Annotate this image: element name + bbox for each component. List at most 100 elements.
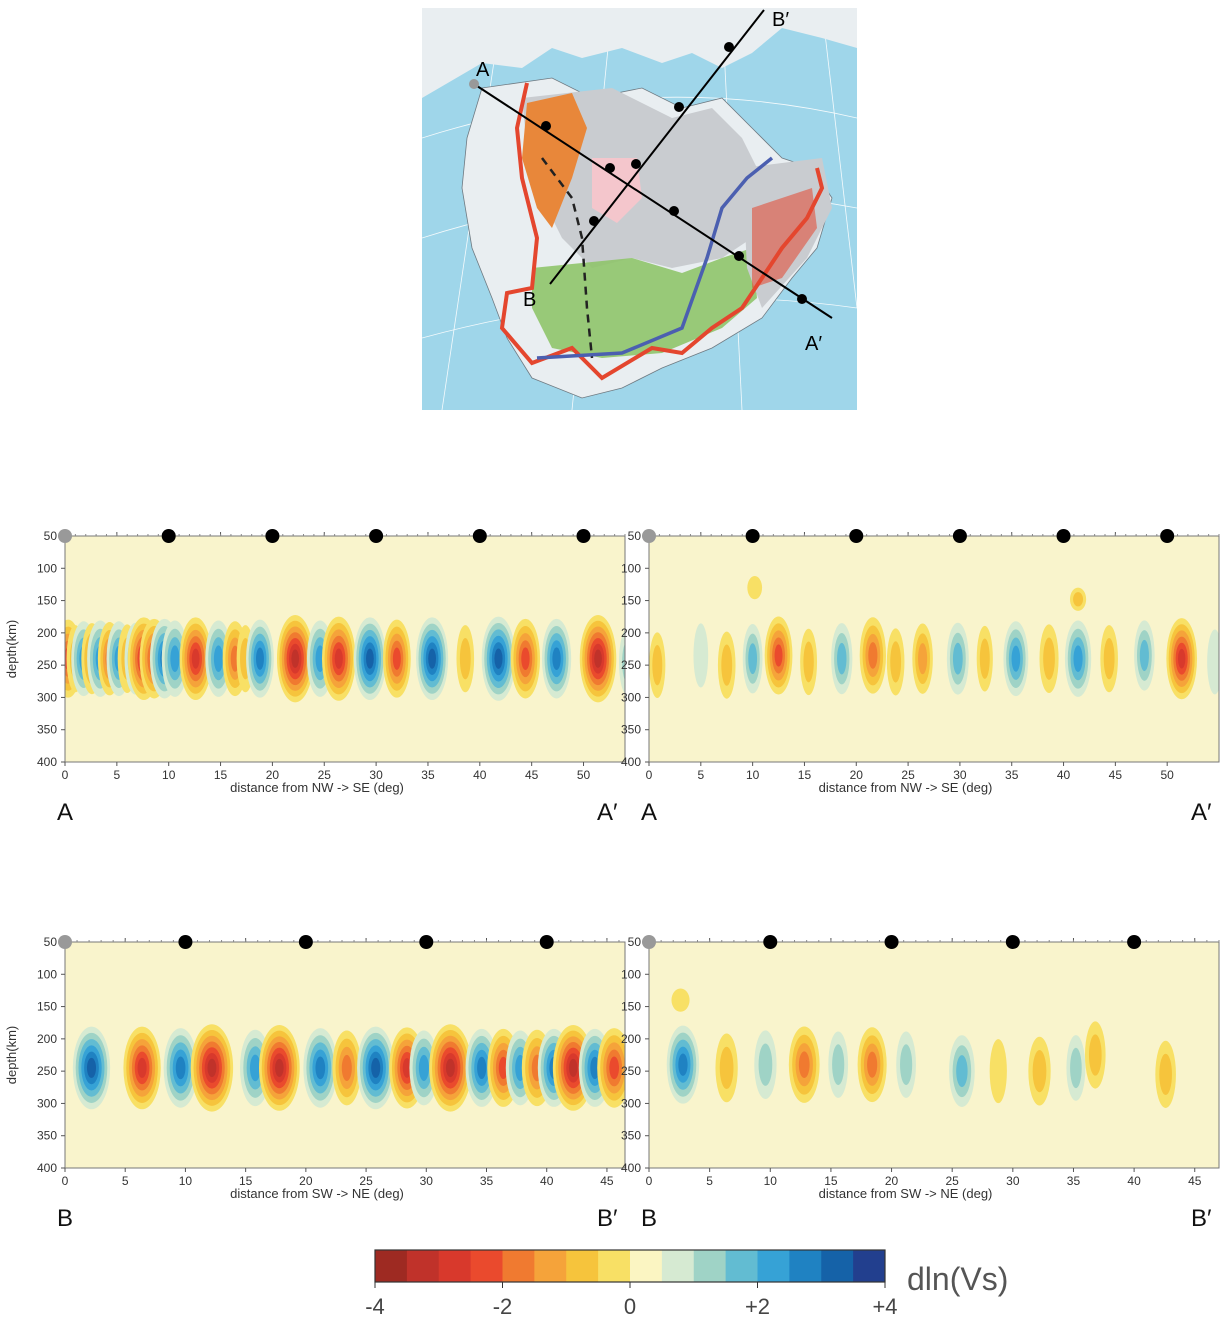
anomaly-contour <box>918 643 928 675</box>
section-panel-b-left: 0 5 10 15 20 25 30 35 40 45 50 100 150 200 250 300 350 40… <box>0 926 630 1232</box>
anomaly-blob <box>179 617 212 701</box>
profile-start-marker <box>642 529 656 543</box>
y-tick-label: 50 <box>44 935 58 949</box>
anomaly-blob <box>321 616 356 701</box>
x-tick-label: 20 <box>885 1174 899 1188</box>
colorbar-swatch <box>789 1250 822 1282</box>
anomaly-blob <box>163 1028 198 1108</box>
colorbar-swatch <box>566 1250 599 1282</box>
anomaly-contour <box>956 1055 968 1088</box>
x-tick-label: 0 <box>646 1174 653 1188</box>
profile-marker <box>745 529 760 543</box>
x-tick-label: 30 <box>369 768 383 782</box>
anomaly-contour <box>459 638 471 680</box>
colorbar-swatch <box>757 1250 790 1282</box>
anomaly-contour <box>418 1054 429 1081</box>
anomaly-blob <box>754 1030 777 1100</box>
anomaly-blob <box>597 1028 625 1108</box>
x-tick-label: 15 <box>214 768 228 782</box>
anomaly-contour <box>291 649 300 668</box>
anomaly-contour <box>622 643 625 681</box>
anomaly-contour <box>1207 629 1219 695</box>
plot-frame <box>648 941 1220 1169</box>
anomaly-blob <box>912 623 933 694</box>
x-tick-label: 35 <box>1005 768 1019 782</box>
section-start-label: B <box>641 1205 657 1232</box>
y-tick-label: 200 <box>37 1032 57 1046</box>
x-tick-label: 10 <box>162 768 176 782</box>
x-tick-label: 45 <box>1188 1174 1202 1188</box>
anomaly-contour <box>671 988 690 1012</box>
section-panel-b-right: 0 5 10 15 20 25 30 35 40 45 50 100 150 200 250 300 350 40… <box>621 926 1223 1232</box>
profile-a <box>473 83 833 319</box>
colorbar-swatch <box>630 1250 663 1282</box>
x-tick-label: 40 <box>1057 768 1071 782</box>
x-axis-label: distance from SW -> NE (deg) <box>230 1186 404 1201</box>
x-tick-label: 30 <box>953 768 967 782</box>
section-start-label: B <box>57 1205 73 1232</box>
anomaly-blob <box>409 1030 439 1106</box>
anomaly-blob <box>949 1035 975 1108</box>
section-start-label: A <box>57 799 73 826</box>
anomaly-blob <box>828 1031 849 1098</box>
section-start-label: A <box>641 799 657 826</box>
anomaly-contour <box>86 1057 97 1078</box>
section-end-label: A′ <box>1191 799 1212 826</box>
map-label-a: A <box>476 59 490 81</box>
colorbar-swatch <box>821 1250 854 1282</box>
colorbar-swatch <box>853 1250 886 1282</box>
colorbar-tick-label: +2 <box>745 1294 770 1319</box>
anomaly-blob <box>742 623 763 694</box>
anomaly-contour <box>590 1056 600 1080</box>
location-map: A B′ B A′ <box>421 7 858 411</box>
x-axis-label: distance from SW -> NE (deg) <box>819 1186 993 1201</box>
x-tick-label: 30 <box>420 1174 434 1188</box>
anomaly-contour <box>1159 1053 1172 1096</box>
section-panel-a-left: 0 5 10 15 20 25 30 35 40 45 50 50 100 150 200 250 300 350… <box>0 520 630 826</box>
profile-a-start <box>469 79 479 89</box>
anomaly-contour <box>747 576 763 600</box>
anomaly-contour <box>521 647 530 671</box>
anomaly-contour <box>1103 638 1115 680</box>
x-axis-label: distance from NW -> SE (deg) <box>230 780 404 795</box>
anomaly-contour <box>721 644 733 686</box>
anomaly-blob <box>510 618 541 699</box>
profile-marker <box>419 935 434 949</box>
anomaly-blob <box>764 616 793 695</box>
anomaly-contour <box>341 1054 352 1081</box>
profile-start-marker <box>642 935 656 949</box>
anomaly-contour <box>837 642 847 675</box>
map-label-b-prime: B′ <box>772 9 789 31</box>
plot-background <box>649 536 1219 762</box>
anomaly-contour <box>191 648 200 669</box>
y-tick-label: 200 <box>37 626 57 640</box>
anomaly-contour <box>175 1056 186 1080</box>
anomaly-contour <box>719 1046 734 1090</box>
anomaly-blob <box>259 1025 300 1111</box>
x-tick-label: 50 <box>577 768 591 782</box>
y-tick-label: 50 <box>628 935 642 949</box>
anomaly-contour <box>900 1044 913 1086</box>
anomaly-blob <box>123 1026 161 1110</box>
y-tick-label: 300 <box>37 1096 57 1110</box>
anomaly-contour <box>594 649 602 668</box>
anomaly-blob <box>1084 1021 1106 1089</box>
anomaly-blob <box>456 625 475 693</box>
x-tick-label: 25 <box>901 768 915 782</box>
y-tick-label: 200 <box>621 626 641 640</box>
x-tick-label: 10 <box>764 1174 778 1188</box>
y-tick-label: 250 <box>621 658 641 672</box>
profile-marker <box>849 529 864 543</box>
x-tick-label: 10 <box>746 768 760 782</box>
anomaly-contour <box>1088 1034 1102 1076</box>
section-end-label: A′ <box>597 799 618 826</box>
anomaly-contour <box>1073 645 1083 672</box>
y-tick-label: 300 <box>621 1096 641 1110</box>
profile-marker <box>178 935 193 949</box>
anomaly-contour <box>568 1058 578 1077</box>
x-tick-label: 35 <box>421 768 435 782</box>
anomaly-blob <box>715 1033 738 1103</box>
anomaly-contour <box>798 1051 810 1078</box>
x-tick-label: 0 <box>646 768 653 782</box>
y-tick-label: 100 <box>37 967 57 981</box>
